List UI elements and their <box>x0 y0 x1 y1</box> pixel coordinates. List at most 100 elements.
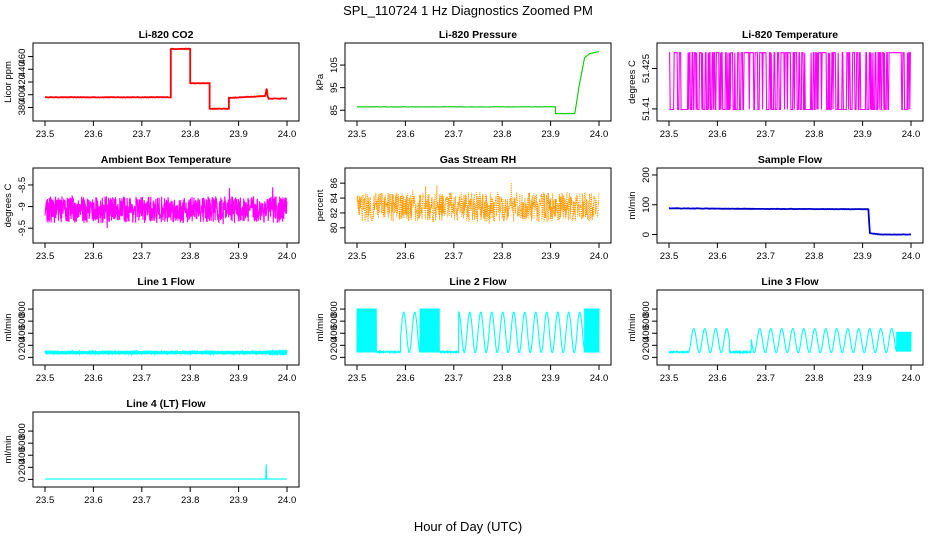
series-line <box>669 52 911 111</box>
y-tick-label: 400 <box>17 325 28 341</box>
x-tick-label: 23.6 <box>708 373 727 384</box>
x-tick-label: 24.0 <box>902 129 921 140</box>
series-line <box>44 187 288 229</box>
x-tick-label: 24.0 <box>590 129 609 140</box>
y-axis-label: ml/min <box>627 314 638 342</box>
y-axis-label: kPa <box>315 73 326 90</box>
y-axis-label: ml/min <box>315 314 326 342</box>
x-tick-label: 23.7 <box>445 251 464 262</box>
y-axis-label: degrees C <box>627 60 638 104</box>
panel-title: Line 4 (LT) Flow <box>126 398 206 410</box>
y-tick-label: 0 <box>17 477 28 482</box>
x-tick-label: 23.8 <box>493 251 512 262</box>
chart-panel: Sample Flow 23.5 23.6 23.7 23.8 23.9 24.0 0 100 2… <box>627 154 924 262</box>
y-tick-label: 800 <box>17 423 28 439</box>
x-tick-label: 23.8 <box>181 251 200 262</box>
plot-frame <box>32 289 300 366</box>
y-tick-label: 200 <box>641 167 652 183</box>
x-tick-label: 23.8 <box>493 373 512 384</box>
plot-frame <box>32 42 300 122</box>
panel-title: Line 1 Flow <box>137 276 195 288</box>
y-axis-label: Licor ppm <box>3 61 14 103</box>
chart-panel: Line 1 Flow 23.5 23.6 23.7 23.8 23.9 24.0 0 2004… <box>3 276 300 384</box>
y-tick-label: 200 <box>17 459 28 475</box>
x-tick-label: 23.9 <box>853 251 872 262</box>
x-tick-label: 23.6 <box>84 373 103 384</box>
x-tick-label: 23.5 <box>660 373 679 384</box>
y-tick-label: 400 <box>17 87 28 103</box>
x-tick-label: 24.0 <box>590 373 609 384</box>
x-tick-label: 23.8 <box>181 373 200 384</box>
y-tick-label: 440 <box>17 61 28 77</box>
series-line <box>356 182 600 224</box>
y-tick-label: 51.41 <box>641 97 652 121</box>
y-tick-label: 380 <box>17 100 28 116</box>
x-tick-label: 23.5 <box>36 373 55 384</box>
y-tick-label: 200 <box>641 337 652 353</box>
x-tick-label: 23.9 <box>541 129 560 140</box>
x-tick-label: 23.9 <box>229 373 248 384</box>
x-tick-label: 23.7 <box>757 129 776 140</box>
y-tick-label: 0 <box>17 355 28 360</box>
y-tick-label: 400 <box>17 447 28 463</box>
x-tick-label: 23.7 <box>133 373 152 384</box>
x-tick-label: 23.7 <box>133 129 152 140</box>
x-tick-label: 23.6 <box>84 129 103 140</box>
y-tick-label: 800 <box>17 301 28 317</box>
x-tick-label: 24.0 <box>278 129 297 140</box>
plot-frame <box>32 167 300 244</box>
y-axis-label: ml/min <box>627 192 638 220</box>
series-line <box>44 348 288 357</box>
x-tick-label: 23.6 <box>708 129 727 140</box>
x-tick-label: 23.8 <box>181 129 200 140</box>
y-tick-label: -9 <box>17 202 28 210</box>
panel-title: Gas Stream RH <box>440 154 516 166</box>
x-tick-label: 24.0 <box>902 251 921 262</box>
y-tick-label: 105 <box>329 57 340 73</box>
panel-title: Li-820 Pressure <box>439 29 517 41</box>
y-tick-label: 82 <box>329 208 340 219</box>
chart-panel: Li-820 Temperature 23.5 23.6 23.7 23.8 23.9 24… <box>627 29 924 140</box>
x-tick-label: 23.5 <box>36 129 55 140</box>
x-tick-label: 23.8 <box>181 495 200 506</box>
x-tick-label: 24.0 <box>278 251 297 262</box>
plot-frame <box>656 167 924 244</box>
series-line <box>357 50 600 115</box>
plot-frame <box>32 411 300 488</box>
x-tick-label: 23.5 <box>36 251 55 262</box>
y-tick-label: 95 <box>329 82 340 93</box>
x-tick-label: 23.9 <box>853 129 872 140</box>
x-tick-label: 24.0 <box>278 495 297 506</box>
panel-title: Ambient Box Temperature <box>101 154 232 166</box>
y-tick-label: 100 <box>641 197 652 213</box>
y-tick-label: 400 <box>329 325 340 341</box>
y-tick-label: 85 <box>329 105 340 116</box>
y-tick-label: 420 <box>17 74 28 90</box>
series-line <box>668 207 911 236</box>
x-tick-label: 23.7 <box>133 251 152 262</box>
series-line <box>356 308 600 355</box>
chart-panel: Gas Stream RH 23.5 23.6 23.7 23.8 23.9 24.0 80 8… <box>315 154 612 262</box>
x-tick-label: 23.9 <box>229 129 248 140</box>
y-tick-label: 86 <box>329 178 340 189</box>
series-line <box>45 464 287 480</box>
x-tick-label: 23.7 <box>757 373 776 384</box>
chart-panel: Ambient Box Temperature 23.5 23.6 23.7 23.8 2… <box>3 154 300 262</box>
plot-frame <box>344 289 612 366</box>
y-tick-label: 800 <box>329 301 340 317</box>
x-tick-label: 23.6 <box>708 251 727 262</box>
x-tick-label: 23.5 <box>348 129 367 140</box>
x-tick-label: 23.5 <box>348 251 367 262</box>
y-tick-label: 0 <box>641 232 652 237</box>
x-tick-label: 23.8 <box>805 373 824 384</box>
x-tick-label: 23.6 <box>84 251 103 262</box>
y-tick-label: 200 <box>329 337 340 353</box>
y-tick-label: -9.5 <box>17 220 28 236</box>
y-tick-label: 51.425 <box>641 54 652 83</box>
chart-panel: Line 2 Flow 23.5 23.6 23.7 23.8 23.9 24.0 0 2004… <box>315 276 612 384</box>
x-tick-label: 23.9 <box>229 251 248 262</box>
x-tick-label: 23.9 <box>229 495 248 506</box>
x-tick-label: 23.5 <box>348 373 367 384</box>
x-tick-label: 23.9 <box>541 373 560 384</box>
panel-title: Line 3 Flow <box>761 276 819 288</box>
